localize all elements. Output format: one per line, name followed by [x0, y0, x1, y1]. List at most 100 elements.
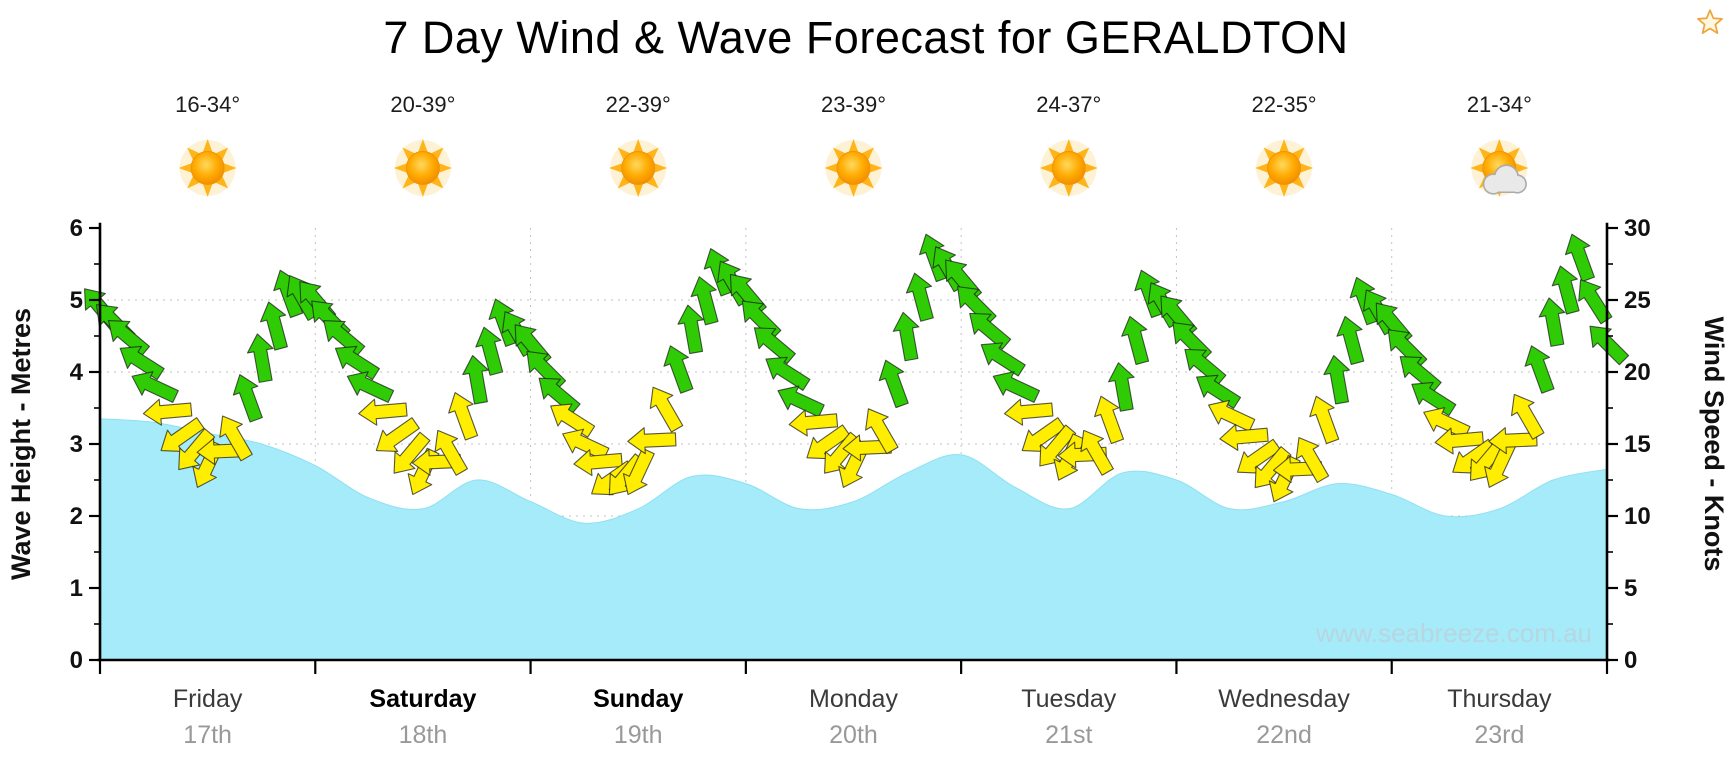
wind-arrow [1434, 427, 1485, 455]
sun-icon [824, 139, 883, 197]
sun-icon [1255, 139, 1314, 197]
wind-arrow [1309, 395, 1340, 445]
right-axis-tick-label: 10 [1624, 503, 1651, 530]
wind-arrow [562, 428, 610, 461]
wind-arrow [765, 356, 811, 391]
wind-arrow [969, 312, 1012, 350]
wind-arrow [462, 355, 489, 405]
wind-arrow [865, 408, 899, 455]
wind-arrow [690, 276, 719, 326]
wind-arrow [1254, 446, 1292, 489]
sun-icon [1039, 139, 1098, 197]
day-name-label: Friday [173, 685, 243, 713]
wind-arrow [142, 398, 193, 426]
wind-arrow [1564, 233, 1595, 283]
wind-arrow [905, 272, 934, 322]
favorite-star-icon[interactable] [1696, 8, 1724, 36]
day-temp-range: 16-34° [175, 92, 240, 117]
left-axis-tick-label: 5 [70, 287, 83, 314]
wind-arrow [1488, 427, 1538, 455]
wind-arrow [1003, 398, 1054, 426]
day-date-label: 23rd [1474, 721, 1524, 749]
wind-arrow [1039, 424, 1077, 467]
left-axis-title: Wave Height - Metres [6, 308, 36, 580]
wind-speed-series [84, 233, 1630, 503]
day-name-label: Thursday [1447, 685, 1552, 713]
day-name-label: Sunday [593, 685, 683, 713]
wind-arrow [219, 415, 253, 462]
x-axis-labels: Friday 17th Saturday 18th Sunday 19th Monday 20… [173, 685, 1552, 749]
wind-arrow [627, 427, 677, 455]
wind-arrow [663, 345, 694, 394]
wind-arrow [677, 304, 705, 355]
wind-arrow [1423, 407, 1471, 439]
left-axis-tick-label: 4 [70, 359, 84, 386]
axes [89, 222, 1618, 674]
right-axis-tick-label: 20 [1624, 359, 1651, 386]
wind-arrow [753, 327, 796, 365]
wind-arrow [1295, 437, 1330, 483]
day-name-label: Wednesday [1218, 685, 1350, 713]
day-name-label: Saturday [369, 685, 476, 713]
wind-arrow [649, 386, 684, 433]
day-temp-range: 20-39° [390, 92, 455, 117]
day-temp-range: 23-39° [821, 92, 886, 117]
wind-arrow [892, 311, 920, 362]
right-axis-tick-label: 25 [1624, 287, 1651, 314]
day-headers: 16-34° 20-39° 22-39° 23-39° 24-37° 22-35° 21-3… [175, 92, 1532, 197]
wind-arrow [573, 449, 623, 477]
wave-height-series [100, 418, 1607, 660]
wind-arrow [1589, 325, 1630, 366]
wind-arrow [131, 371, 179, 403]
watermark: www.seabreeze.com.au [1315, 618, 1592, 648]
day-date-label: 19th [614, 721, 663, 749]
sun-icon [609, 139, 668, 197]
left-axis-tick-label: 2 [70, 503, 83, 530]
wind-arrow [992, 371, 1041, 403]
day-temp-range: 21-34° [1467, 92, 1532, 117]
day-name-label: Tuesday [1021, 685, 1116, 713]
axis-labels: 0 1 2 3 4 5 6 0 5 10 15 20 25 30 [70, 215, 1651, 674]
page-title: 7 Day Wind & Wave Forecast for GERALDTON [383, 12, 1349, 63]
wind-arrow [259, 301, 288, 351]
day-date-label: 21st [1045, 721, 1092, 749]
day-date-label: 17th [183, 721, 232, 749]
left-axis-tick-label: 3 [70, 431, 83, 458]
wind-arrow [393, 431, 431, 474]
wind-arrow [246, 333, 274, 383]
day-temp-range: 22-35° [1252, 92, 1317, 117]
sun-icon [178, 139, 237, 197]
left-axis-tick-label: 0 [70, 647, 83, 674]
left-axis-tick-label: 1 [70, 575, 83, 602]
day-date-label: 18th [399, 721, 448, 749]
wind-arrow [375, 417, 420, 453]
right-axis-tick-label: 15 [1624, 431, 1651, 458]
right-axis-tick-label: 30 [1624, 215, 1651, 242]
left-axis-tick-label: 6 [70, 215, 83, 242]
wind-arrow [1336, 315, 1365, 366]
right-axis-title: Wind Speed - Knots [1699, 317, 1729, 572]
wind-arrow [448, 392, 479, 441]
day-date-label: 22nd [1256, 721, 1312, 749]
wave-height-area [100, 418, 1607, 660]
wind-arrow [1524, 345, 1555, 394]
wind-arrow [980, 342, 1026, 377]
wind-arrow [346, 371, 395, 403]
sun-icon [393, 139, 452, 197]
right-axis-tick-label: 0 [1624, 647, 1637, 674]
wind-arrow [1551, 265, 1580, 315]
wind-arrow [232, 374, 263, 423]
wind-arrow [1121, 315, 1150, 366]
day-temp-range: 22-39° [606, 92, 671, 117]
wind-arrow [1323, 355, 1351, 405]
sun-cloud-icon [1470, 139, 1529, 197]
wind-arrow [1538, 297, 1566, 347]
wind-arrow [358, 398, 408, 426]
wind-arrow [622, 447, 655, 496]
wind-arrow [1108, 362, 1135, 412]
wind-arrow [475, 326, 504, 376]
wind-arrow [788, 409, 839, 437]
wind-arrow [777, 385, 825, 418]
